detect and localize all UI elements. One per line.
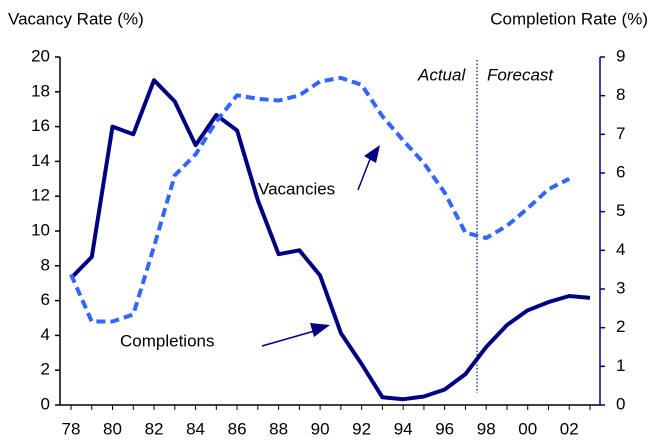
annotation: Forecast: [487, 65, 554, 84]
y-tick-label: 4: [41, 325, 50, 344]
y-axis-label: Vacancy Rate (%): [8, 9, 144, 28]
x-tick-label: 80: [103, 419, 122, 438]
y2-tick-label: 6: [616, 162, 625, 181]
y-tick-label: 8: [41, 255, 50, 274]
x-tick-label: 86: [228, 419, 247, 438]
x-tick-label: 90: [311, 419, 330, 438]
x-tick-label: 96: [435, 419, 454, 438]
y-tick-label: 10: [31, 220, 50, 239]
y2-tick-label: 5: [616, 201, 625, 220]
x-tick-label: 02: [560, 419, 579, 438]
y2-tick-label: 7: [616, 124, 625, 143]
x-tick-label: 92: [352, 419, 371, 438]
line-series: [69, 78, 591, 402]
y2-axis-label: Completion Rate (%): [490, 9, 648, 28]
x-tick-label: 88: [269, 419, 288, 438]
y-tick-label: 20: [31, 46, 50, 65]
x-tick-label: 82: [145, 419, 164, 438]
y-tick-label: 18: [31, 81, 50, 100]
arrow: [357, 145, 380, 191]
series-label: Vacancies: [258, 179, 335, 198]
annotation: Actual: [417, 65, 466, 84]
y-tick-label: 2: [41, 360, 50, 379]
y-tick-label: 6: [41, 290, 50, 309]
y2-tick-label: 1: [616, 356, 625, 375]
y2-tick-label: 2: [616, 317, 625, 336]
y2-tick-label: 4: [616, 240, 625, 259]
x-tick-label: 94: [394, 419, 413, 438]
x-tick-label: 84: [186, 419, 205, 438]
x-tick-label: 78: [62, 419, 81, 438]
arrow: [261, 323, 330, 347]
y-tick-label: 12: [31, 186, 50, 205]
line-series: [69, 75, 571, 324]
y-tick-label: 14: [31, 151, 50, 170]
y2-tick-label: 0: [616, 394, 625, 413]
y2-tick-label: 9: [616, 46, 625, 65]
x-tick-label: 98: [477, 419, 496, 438]
series-label: Completions: [120, 331, 215, 350]
y-tick-label: 16: [31, 116, 50, 135]
y2-tick-label: 3: [616, 278, 625, 297]
y-tick-label: 0: [41, 394, 50, 413]
y2-tick-label: 8: [616, 85, 625, 104]
x-tick-label: 00: [518, 419, 537, 438]
